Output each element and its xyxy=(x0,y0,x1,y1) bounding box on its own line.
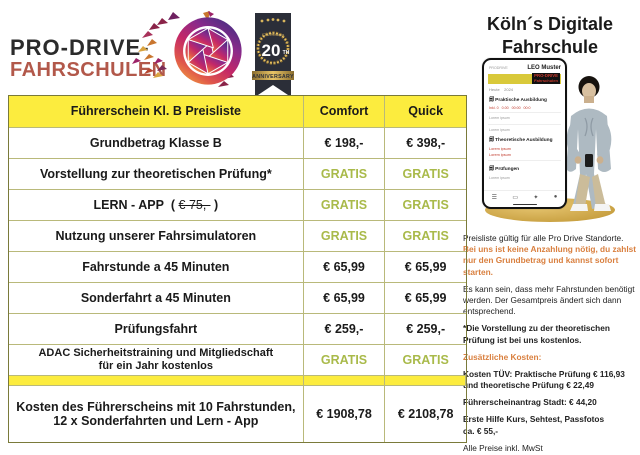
svg-text:Celebrating: Celebrating xyxy=(262,32,285,37)
svg-text:ANNIVERSARY: ANNIVERSARY xyxy=(252,74,294,80)
svg-text:TH: TH xyxy=(283,50,290,56)
svg-text:20: 20 xyxy=(262,41,281,60)
